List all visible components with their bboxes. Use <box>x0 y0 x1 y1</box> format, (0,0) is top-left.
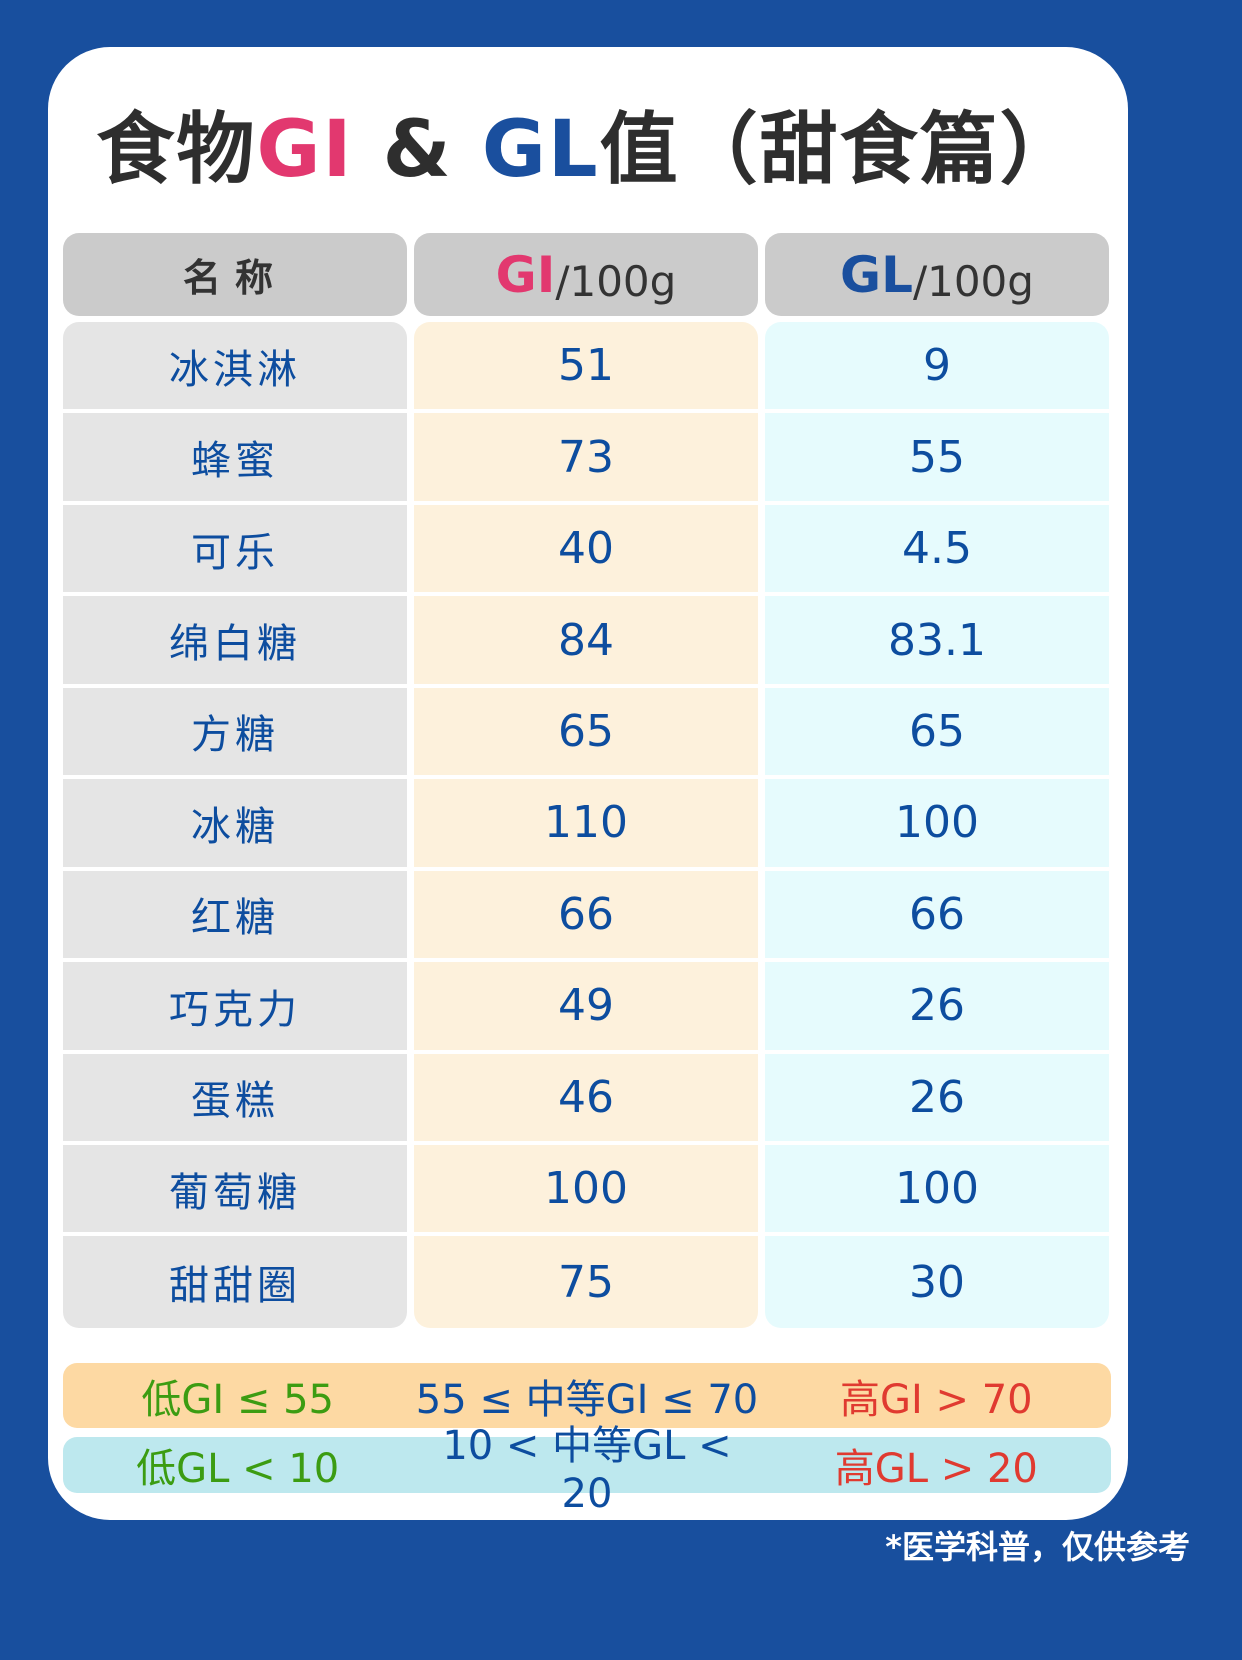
header-name: 名称 <box>63 233 407 316</box>
cell-gl: 65 <box>765 688 1109 780</box>
cell-gi: 51 <box>414 322 758 414</box>
title-gl: GL <box>481 105 600 195</box>
cell-name: 红糖 <box>63 871 407 963</box>
cell-name: 绵白糖 <box>63 596 407 688</box>
cell-gl: 55 <box>765 413 1109 505</box>
gl-legend: 低GL < 10 10 < 中等GL < 20 高GL > 20 <box>63 1423 1111 1517</box>
cell-gl: 9 <box>765 322 1109 414</box>
cell-gl: 100 <box>765 779 1109 871</box>
cell-name: 蜂蜜 <box>63 413 407 505</box>
content-card: 食物GI & GL值（甜食篇） 名称 GI/100g GL/100g 冰淇淋 蜂蜜… <box>48 47 1128 1520</box>
cell-name: 蛋糕 <box>63 1054 407 1145</box>
cell-gi: 65 <box>414 688 758 780</box>
cell-gl: 26 <box>765 962 1109 1054</box>
cell-gi: 66 <box>414 871 758 963</box>
title-text: 食物 <box>96 105 257 195</box>
header-gl-label: GL <box>840 245 913 304</box>
header-gl-unit: /100g <box>912 257 1034 306</box>
cell-gl: 66 <box>765 871 1109 963</box>
header-gi-label: GI <box>495 245 556 304</box>
cell-gi: 40 <box>414 505 758 597</box>
gi-low: 低GI ≤ 55 <box>141 1376 334 1423</box>
cell-name: 巧克力 <box>63 962 407 1054</box>
header-gi: GI/100g <box>414 233 758 316</box>
title-amp: & <box>353 105 482 195</box>
gi-mid: 55 ≤ 中等GI ≤ 70 <box>415 1376 759 1423</box>
cell-gi: 100 <box>414 1145 758 1237</box>
cell-name: 甜甜圈 <box>169 1263 301 1310</box>
cell-gi: 49 <box>414 962 758 1054</box>
gi-column: 51 73 40 84 65 110 66 49 46 100 75 <box>414 322 758 1328</box>
cell-gi: 46 <box>414 1054 758 1145</box>
name-column: 冰淇淋 蜂蜜 可乐 绵白糖 方糖 冰糖 红糖 巧克力 蛋糕 葡萄糖甜甜圈 <box>63 322 407 1328</box>
cell-gl: 100 <box>765 1145 1109 1237</box>
cell-name: 葡萄糖 <box>63 1145 407 1237</box>
title-suffix: 值（甜食篇） <box>599 105 1080 195</box>
header-gl: GL/100g <box>765 233 1109 316</box>
cell-gl: 26 <box>765 1054 1109 1145</box>
cell-gi: 84 <box>414 596 758 688</box>
title-gi: GI <box>256 105 354 195</box>
cell-gi: 75 <box>558 1256 614 1308</box>
cell-gi: 110 <box>414 779 758 871</box>
cell-name: 冰淇淋 <box>63 322 407 414</box>
disclaimer: *医学科普，仅供参考 <box>885 1528 1190 1566</box>
cell-name: 可乐 <box>63 505 407 597</box>
gl-high: 高GL > 20 <box>834 1446 1038 1492</box>
cell-name: 冰糖 <box>63 779 407 871</box>
cell-gl: 30 <box>909 1256 965 1308</box>
cell-name: 方糖 <box>63 688 407 780</box>
gl-column: 9 55 4.5 83.1 65 100 66 26 26 100 30 <box>765 322 1109 1328</box>
gl-low: 低GL < 10 <box>136 1446 340 1492</box>
page-title: 食物GI & GL值（甜食篇） <box>48 87 1128 199</box>
gi-legend: 低GI ≤ 55 55 ≤ 中等GI ≤ 70 高GI > 70 <box>63 1363 1111 1428</box>
gi-high: 高GI > 70 <box>840 1376 1033 1423</box>
gl-mid: 10 < 中等GL < 20 <box>442 1423 732 1517</box>
cell-gi: 73 <box>414 413 758 505</box>
cell-gl: 4.5 <box>765 505 1109 597</box>
cell-gl: 83.1 <box>765 596 1109 688</box>
header-gi-unit: /100g <box>555 257 677 306</box>
